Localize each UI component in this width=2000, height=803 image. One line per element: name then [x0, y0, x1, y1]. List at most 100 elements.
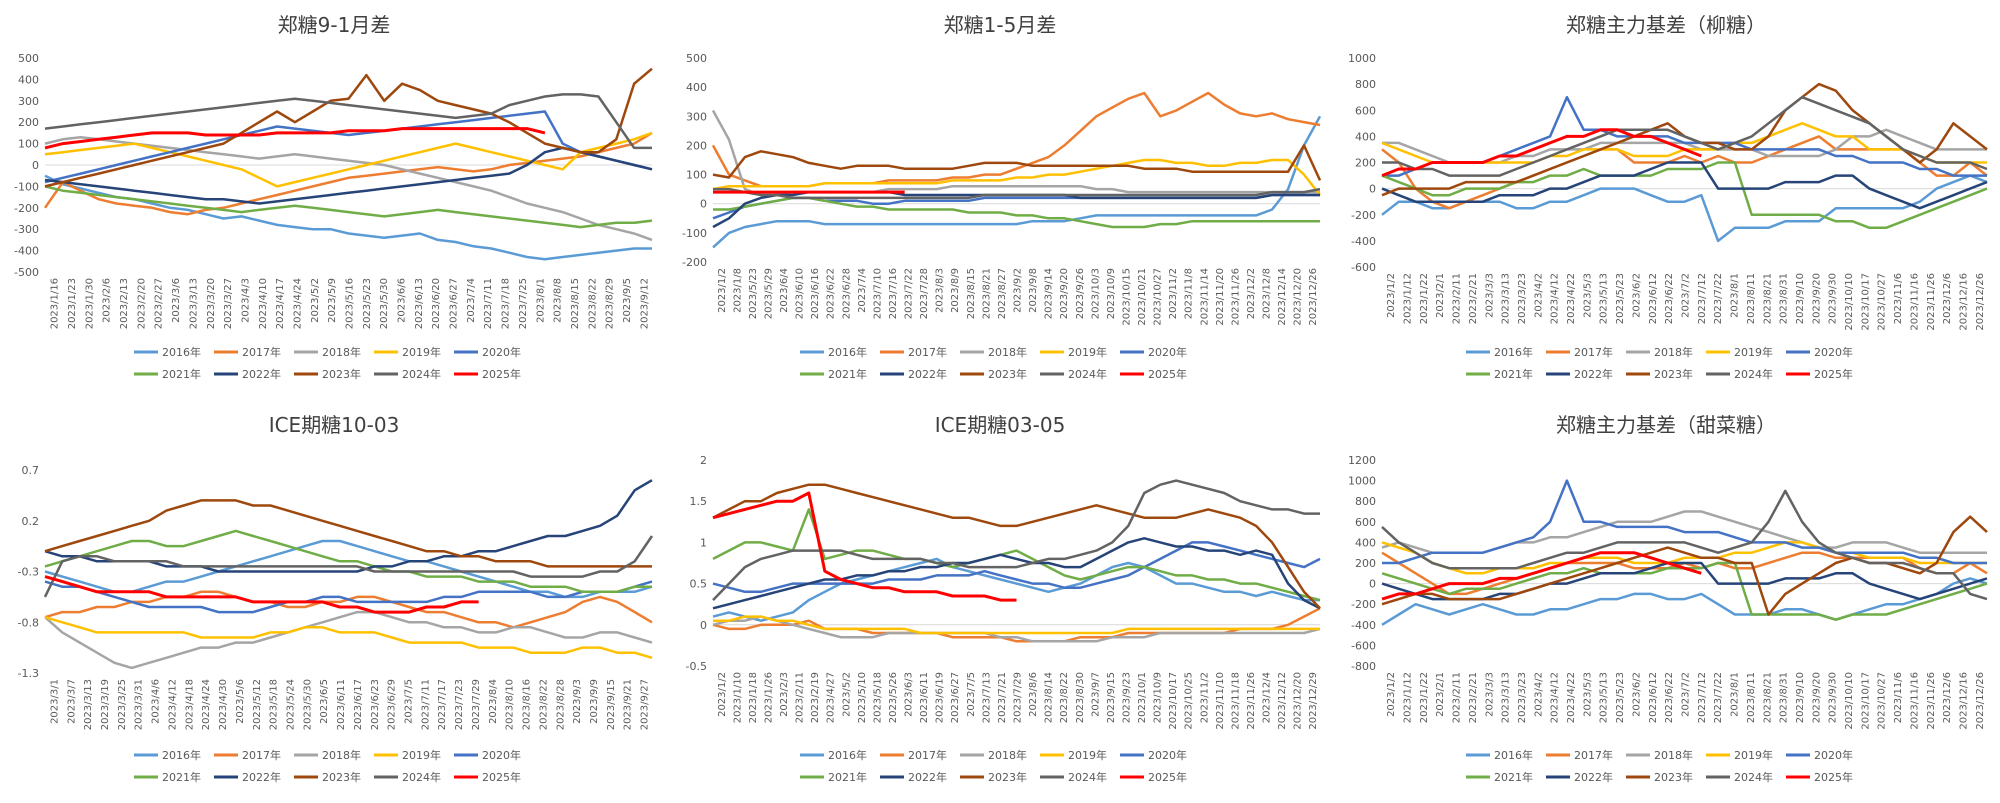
x-tick-label: 2023/12/14	[1277, 268, 1288, 326]
x-tick-label: 2023/2/21	[1468, 672, 1479, 723]
y-tick-label: 1	[700, 536, 707, 549]
x-tick-label: 2023/7/10	[872, 268, 883, 319]
y-tick-label: -1.3	[18, 667, 39, 680]
x-tick-label: 2023/1/23	[67, 278, 78, 329]
x-tick-label: 2023/2/11	[1452, 672, 1463, 723]
y-tick-label: -600	[1351, 261, 1376, 274]
x-tick-label: 2023/6/22	[826, 268, 837, 319]
series-line-2024年	[1382, 95, 1988, 177]
legend-label: 2020年	[1814, 748, 1853, 762]
x-tick-label: 2023/8/28	[555, 679, 566, 730]
x-tick-label: 2023/1/2	[717, 268, 728, 313]
x-tick-label: 2023/4/30	[218, 679, 229, 730]
x-tick-label: 2023/5/24	[285, 679, 296, 730]
legend-label: 2018年	[988, 748, 1027, 762]
x-tick-label: 2023/11/16	[1909, 672, 1920, 730]
x-tick-label: 2023/4/27	[826, 672, 837, 723]
x-tick-label: 2023/11/20	[1215, 268, 1226, 326]
x-tick-label: 2023/7/12	[1697, 273, 1708, 324]
x-tick-label: 2023/6/13	[414, 278, 425, 329]
x-tick-label: 2023/10/10	[1844, 273, 1855, 331]
legend-label: 2023年	[322, 770, 361, 784]
x-tick-label: 2023/5/18	[872, 672, 883, 723]
x-tick-label: 2023/12/26	[1308, 268, 1319, 326]
x-tick-label: 2023/11/16	[1909, 273, 1920, 331]
x-tick-label: 2023/8/21	[981, 268, 992, 319]
series-line-2025年	[1381, 128, 1702, 177]
x-tick-label: 2023/7/29	[1013, 672, 1024, 723]
x-tick-label: 2023/6/29	[387, 679, 398, 730]
x-tick-label: 2023/6/16	[810, 268, 821, 319]
x-tick-label: 2023/3/25	[117, 679, 128, 730]
series-line-2016年	[1381, 174, 1988, 243]
x-tick-label: 2023/1/2	[717, 672, 728, 717]
y-tick-label: 500	[686, 52, 707, 65]
series-line-2016年	[712, 115, 1322, 249]
x-tick-label: 2023/11/14	[1199, 268, 1210, 326]
legend-label: 2022年	[908, 770, 947, 784]
series-line-2021年	[44, 185, 653, 229]
x-tick-label: 2023/6/27	[449, 278, 460, 329]
x-tick-label: 2023/5/18	[269, 679, 280, 730]
x-tick-label: 2023/1/2	[1386, 672, 1397, 717]
legend-label: 2025年	[482, 367, 521, 381]
x-tick-label: 2023/10/27	[1877, 273, 1888, 331]
series-line-2020年	[712, 541, 1321, 594]
x-tick-label: 2023/4/22	[1566, 273, 1577, 324]
y-tick-label: 600	[1355, 516, 1376, 529]
chart-title: ICE期糖03-05	[935, 413, 1066, 437]
y-tick-label: 0	[700, 619, 707, 632]
x-tick-label: 2023/4/2	[1533, 273, 1544, 318]
legend-label: 2024年	[1068, 367, 1107, 381]
x-tick-label: 2023/8/22	[1059, 672, 1070, 723]
series-line-2023年	[712, 483, 1321, 610]
series-line-2020年	[1382, 479, 1987, 565]
x-tick-label: 2023/10/1	[1137, 672, 1148, 723]
x-tick-label: 2023/9/5	[622, 278, 633, 323]
y-tick-label: -100	[14, 180, 39, 193]
legend-label: 2018年	[322, 748, 361, 762]
x-tick-label: 2023/3/20	[206, 278, 217, 329]
legend-label: 2017年	[242, 345, 281, 359]
x-tick-label: 2023/5/30	[302, 679, 313, 730]
x-tick-label: 2023/11/6	[1893, 672, 1904, 723]
x-tick-label: 2023/2/11	[795, 672, 806, 723]
series-line-2017年	[1381, 135, 1988, 210]
x-tick-label: 2023/2/19	[810, 672, 821, 723]
x-tick-label: 2023/7/12	[1697, 672, 1708, 723]
y-tick-label: 100	[686, 169, 707, 182]
x-tick-label: 2023/11/26	[1926, 672, 1937, 730]
x-tick-label: 2023/4/24	[292, 278, 303, 329]
x-tick-label: 2023/8/1	[1730, 273, 1741, 318]
legend-label: 2025年	[482, 770, 521, 784]
legend-label: 2022年	[1574, 367, 1613, 381]
x-tick-label: 2023/12/26	[1975, 273, 1986, 331]
x-tick-label: 2023/7/25	[518, 278, 529, 329]
series-line-2021年	[44, 529, 652, 594]
x-tick-label: 2023/12/12	[1277, 672, 1288, 730]
x-tick-label: 2023/6/19	[935, 672, 946, 723]
legend-label: 2021年	[1494, 770, 1533, 784]
x-tick-label: 2023/7/22	[1713, 273, 1724, 324]
x-tick-label: 2023/11/2	[1168, 268, 1179, 319]
y-tick-label: 400	[686, 81, 707, 94]
x-tick-label: 2023/3/23	[1517, 672, 1528, 723]
x-tick-label: 2023/6/4	[779, 268, 790, 313]
x-tick-label: 2023/8/27	[997, 268, 1008, 319]
series-line-2024年	[43, 535, 654, 598]
x-tick-label: 2023/2/27	[154, 278, 165, 329]
legend-label: 2021年	[1494, 367, 1533, 381]
x-tick-label: 2023/10/10	[1844, 672, 1855, 730]
x-tick-label: 2023/7/17	[437, 679, 448, 730]
legend-label: 2025年	[1148, 770, 1187, 784]
x-tick-label: 2023/3/13	[1501, 273, 1512, 324]
legend-label: 2017年	[1574, 748, 1613, 762]
x-tick-label: 2023/3/3	[1484, 273, 1495, 318]
legend-label: 2020年	[1148, 345, 1187, 359]
x-tick-label: 2023/9/7	[1090, 672, 1101, 717]
x-tick-label: 2023/3/19	[100, 679, 111, 730]
chart-0: 郑糖9-1月差 500 400 300 200 100 0 -100 -200 -300 -400 -…	[14, 13, 653, 381]
x-tick-label: 2023/12/2	[1246, 268, 1257, 319]
x-tick-label: 2023/2/3	[779, 672, 790, 717]
x-tick-label: 2023/4/18	[184, 679, 195, 730]
